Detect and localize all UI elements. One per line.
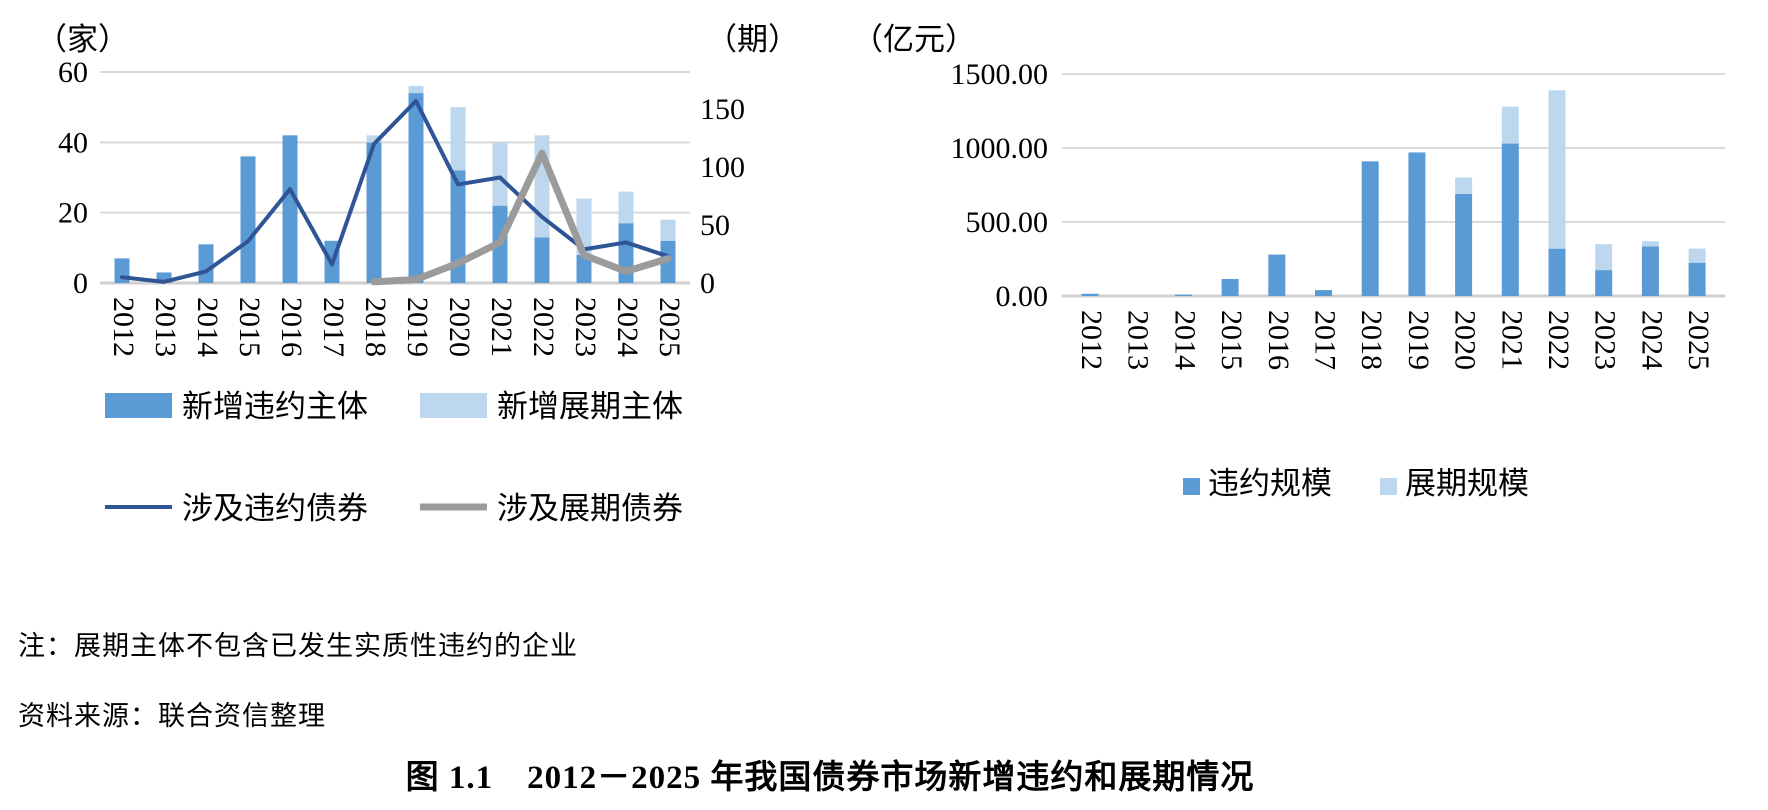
- bar-extension-scale-2020: [1455, 177, 1473, 194]
- right-chart-axis-tick-label: 1000.00: [951, 132, 1049, 165]
- line-extension-bonds: [370, 149, 672, 286]
- right-chart-year-label: 2016: [1262, 310, 1295, 370]
- left-chart-year-label: 2014: [191, 297, 224, 357]
- bar-default-entities-2023: [576, 254, 592, 283]
- bar-default-scale-2016: [1268, 254, 1286, 296]
- bar-extension-scale-2022: [1548, 90, 1566, 249]
- bar-extension-entities-2018: [366, 135, 382, 143]
- bar-default-entities-2014: [198, 244, 214, 283]
- left-chart-year-label: 2017: [317, 297, 350, 357]
- right-chart-year-label: 2017: [1309, 310, 1342, 370]
- charts-svg: 0 20 40 60 0 50 100 150 （家） （期） 2012 2013 2014 2015 20…: [36, 22, 1725, 526]
- left-axis-tick-label: 60: [58, 56, 88, 89]
- bar-default-scale-2012: [1081, 293, 1099, 296]
- bar-default-scale-2017: [1315, 290, 1332, 296]
- left-chart-year-label: 2016: [275, 297, 308, 357]
- bar-default-scale-2022: [1548, 248, 1566, 296]
- left-axis-tick-label: 40: [58, 126, 88, 159]
- right-axis-tick-label: 100: [700, 151, 745, 184]
- left-chart-year-label: 2023: [569, 297, 602, 357]
- left-chart-year-label: 2020: [443, 297, 476, 357]
- right-chart-year-label: 2020: [1449, 310, 1482, 370]
- legend-swatch-extension-entities: [420, 393, 487, 418]
- legend-label-default-scale: 违约规模: [1208, 466, 1332, 501]
- bar-default-scale-2020: [1455, 193, 1473, 296]
- legend-label-extension-bonds: 涉及展期债券: [497, 491, 683, 526]
- left-chart-year-label: 2012: [107, 297, 140, 357]
- bar-default-scale-2019: [1408, 152, 1426, 296]
- right-axis-tick-label: 50: [700, 209, 730, 242]
- left-axis-tick-label: 0: [73, 267, 88, 300]
- right-axis-tick-label: 0: [700, 267, 715, 300]
- left-chart-year-label: 2025: [653, 297, 686, 357]
- bar-extension-scale-2024: [1641, 241, 1659, 247]
- bar-extension-entities-2020: [450, 107, 466, 171]
- note-text: 注：展期主体不包含已发生实质性违约的企业: [18, 631, 578, 661]
- left-chart-year-label: 2015: [233, 297, 266, 357]
- bar-default-scale-2018: [1361, 161, 1379, 296]
- left-axis-unit-label: （家）: [36, 22, 129, 57]
- right-chart-axis-tick-label: 1500.00: [951, 58, 1049, 91]
- left-chart-year-label: 2022: [527, 297, 560, 357]
- bar-default-entities-2016: [282, 135, 298, 283]
- legend-swatch-default-entities: [105, 393, 172, 418]
- source-text: 资料来源：联合资信整理: [18, 701, 326, 731]
- figure-caption: 图 1.1 2012－2025 年我国债券市场新增违约和展期情况: [405, 760, 1255, 796]
- right-chart-year-label: 2021: [1495, 310, 1528, 370]
- right-axis-tick-label: 150: [700, 93, 745, 126]
- right-chart-year-label: 2023: [1589, 310, 1622, 370]
- bar-extension-entities-2024: [618, 191, 634, 224]
- bar-default-scale-2025: [1688, 262, 1706, 296]
- left-chart-year-label: 2013: [149, 297, 182, 357]
- bar-default-entities-2013: [156, 272, 172, 283]
- right-chart-year-label: 2015: [1215, 310, 1248, 370]
- left-axis-tick-label: 20: [58, 197, 88, 230]
- bar-default-entities-2020: [450, 170, 466, 283]
- bar-extension-entities-2019: [408, 86, 424, 94]
- bar-default-entities-2019: [408, 93, 424, 283]
- legend-label-default-entities: 新增违约主体: [182, 389, 368, 424]
- bar-extension-scale-2021: [1501, 106, 1519, 144]
- bar-default-entities-2018: [366, 142, 382, 283]
- bar-default-scale-2014: [1174, 294, 1192, 296]
- right-axis-unit-label: （期）: [706, 22, 799, 57]
- bar-extension-scale-2023: [1595, 244, 1613, 271]
- right-chart-year-label: 2024: [1635, 310, 1668, 370]
- right-chart-year-label: 2013: [1122, 310, 1155, 370]
- right-chart-year-label: 2018: [1355, 310, 1388, 370]
- bar-extension-entities-2025: [660, 219, 676, 241]
- bar-default-entities-2015: [240, 156, 256, 283]
- legend-label-extension-entities: 新增展期主体: [497, 389, 683, 424]
- left-chart-year-label: 2024: [611, 297, 644, 357]
- right-chart-unit-label: （亿元）: [852, 22, 976, 57]
- bar-default-entities-2022: [534, 237, 550, 283]
- left-chart-year-label: 2018: [359, 297, 392, 357]
- legend-label-default-bonds: 涉及违约债券: [182, 491, 368, 526]
- bar-default-scale-2015: [1221, 278, 1239, 296]
- right-chart-year-label: 2022: [1542, 310, 1575, 370]
- legend-swatch-extension-scale: [1380, 478, 1397, 495]
- bar-extension-entities-2021: [492, 142, 508, 206]
- left-chart-year-label: 2019: [401, 297, 434, 357]
- bar-default-scale-2021: [1501, 143, 1519, 296]
- right-chart-year-label: 2019: [1402, 310, 1435, 370]
- bar-default-scale-2024: [1641, 246, 1659, 296]
- right-chart-axis-tick-label: 500.00: [966, 206, 1049, 239]
- right-chart-axis-tick-label: 0.00: [996, 280, 1049, 313]
- legend-swatch-default-scale: [1183, 478, 1200, 495]
- bar-default-scale-2023: [1595, 270, 1613, 296]
- right-chart-year-label: 2025: [1682, 310, 1715, 370]
- left-chart-year-label: 2021: [485, 297, 518, 357]
- bar-extension-scale-2025: [1688, 248, 1706, 263]
- right-chart-year-label: 2014: [1168, 310, 1201, 370]
- right-chart-year-label: 2012: [1075, 310, 1108, 370]
- legend-label-extension-scale: 展期规模: [1405, 466, 1529, 501]
